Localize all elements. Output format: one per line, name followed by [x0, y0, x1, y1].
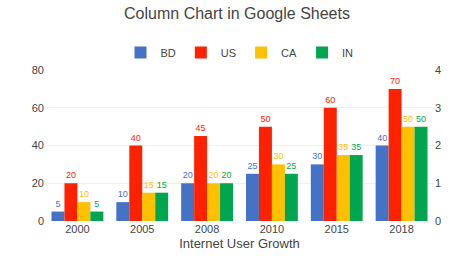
svg-text:0: 0	[38, 215, 44, 227]
svg-text:2010: 2010	[260, 223, 284, 235]
svg-text:30: 30	[273, 151, 283, 161]
svg-text:1: 1	[435, 177, 441, 189]
svg-text:15: 15	[144, 180, 154, 190]
svg-text:45: 45	[196, 123, 206, 133]
svg-text:25: 25	[286, 161, 296, 171]
svg-text:30: 30	[312, 151, 322, 161]
svg-text:2018: 2018	[389, 223, 413, 235]
svg-text:US: US	[221, 47, 236, 59]
svg-text:BD: BD	[161, 47, 176, 59]
svg-text:20: 20	[209, 170, 219, 180]
svg-text:10: 10	[79, 189, 89, 199]
svg-text:2008: 2008	[195, 223, 219, 235]
svg-text:40: 40	[377, 133, 387, 143]
svg-text:0: 0	[435, 215, 441, 227]
svg-text:25: 25	[247, 161, 257, 171]
svg-text:80: 80	[32, 64, 44, 76]
svg-text:IN: IN	[342, 47, 353, 59]
svg-text:40: 40	[32, 139, 44, 151]
svg-text:20: 20	[222, 170, 232, 180]
svg-text:70: 70	[390, 76, 400, 86]
svg-text:2: 2	[435, 139, 441, 151]
svg-text:10: 10	[118, 189, 128, 199]
svg-text:50: 50	[260, 114, 270, 124]
svg-text:5: 5	[55, 199, 60, 209]
svg-text:50: 50	[403, 114, 413, 124]
svg-text:2005: 2005	[130, 223, 154, 235]
svg-text:35: 35	[351, 142, 361, 152]
svg-text:35: 35	[338, 142, 348, 152]
svg-text:5: 5	[94, 199, 99, 209]
svg-text:20: 20	[66, 170, 76, 180]
svg-text:60: 60	[325, 95, 335, 105]
svg-text:2015: 2015	[325, 223, 349, 235]
svg-text:60: 60	[32, 102, 44, 114]
svg-text:4: 4	[435, 64, 441, 76]
svg-text:20: 20	[32, 177, 44, 189]
svg-text:40: 40	[131, 133, 141, 143]
svg-text:50: 50	[416, 114, 426, 124]
svg-text:Internet User Growth: Internet User Growth	[179, 236, 300, 251]
svg-text:Column Chart in Google Sheets: Column Chart in Google Sheets	[124, 5, 350, 22]
svg-text:15: 15	[157, 180, 167, 190]
svg-text:CA: CA	[281, 47, 297, 59]
svg-text:3: 3	[435, 102, 441, 114]
svg-text:2000: 2000	[65, 223, 89, 235]
svg-text:20: 20	[183, 170, 193, 180]
